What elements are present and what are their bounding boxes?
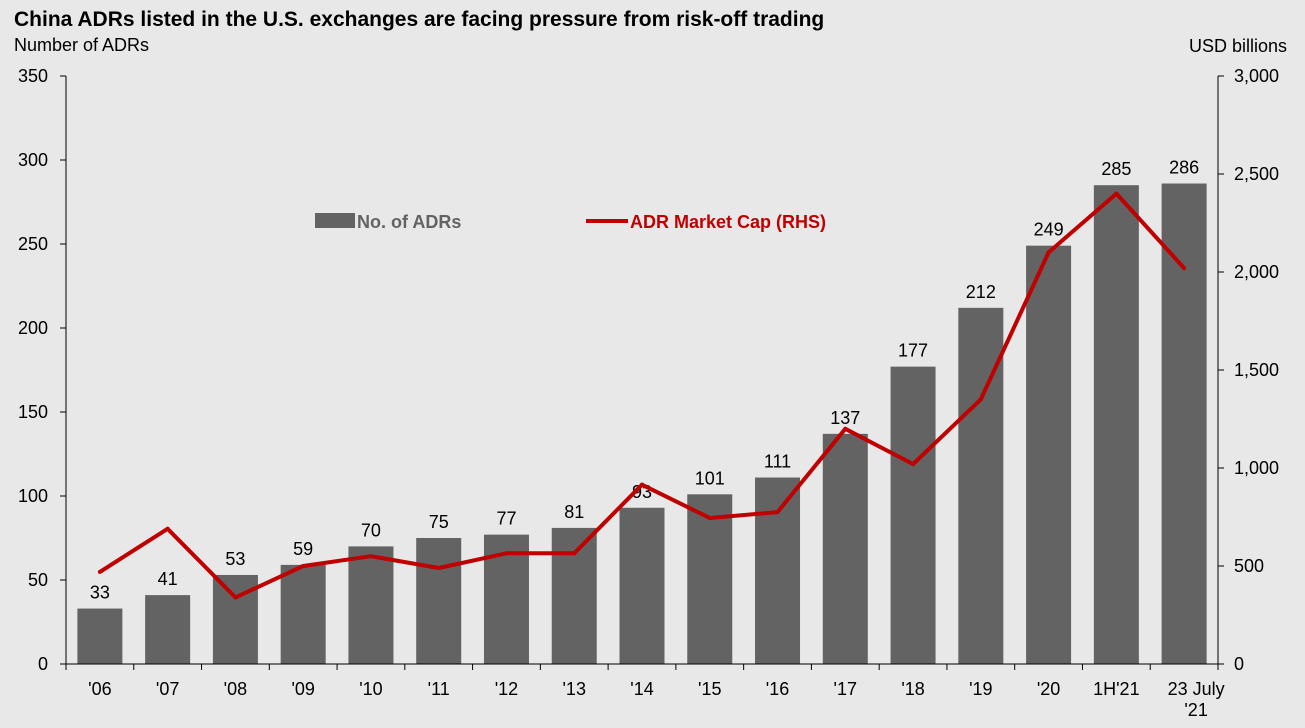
bar-value-label: 77: [496, 509, 516, 529]
bar-value-label: 81: [564, 502, 584, 522]
line-point: [640, 482, 644, 487]
bar-value-label: 75: [429, 512, 449, 532]
x-tick-label: '10: [359, 679, 382, 699]
line-series: [97, 191, 1187, 600]
bar-value-label: 101: [695, 468, 725, 488]
bar-value-label: 111: [764, 452, 791, 472]
bar: [1026, 245, 1072, 664]
bar-series: [77, 183, 1207, 664]
right-y-tick-label: 500: [1234, 556, 1264, 576]
axes: 0 50 100 150 200 250 300 350 0 500 1,000 1,500 2,000…: [18, 66, 1279, 720]
bar-value-label: 41: [158, 569, 178, 589]
right-axis-label: USD billions: [1188, 36, 1287, 56]
legend-bar-label: No. of ADRs: [357, 212, 461, 232]
line-point: [775, 510, 780, 515]
bar-value-label: 137: [830, 408, 860, 428]
left-y-tick-label: 200: [18, 318, 48, 338]
line-point: [978, 397, 983, 402]
right-y-tick-label: 0: [1234, 654, 1244, 674]
line-point: [1114, 191, 1119, 196]
x-tick-label: '19: [969, 679, 992, 699]
left-y-tick-label: 350: [18, 66, 48, 86]
bar-value-label: 285: [1101, 159, 1131, 179]
x-tick-label: '11: [428, 679, 450, 699]
x-tick-label: '15: [698, 679, 721, 699]
line-point: [572, 551, 577, 556]
left-y-tick-label: 50: [28, 570, 48, 590]
line-point: [233, 595, 238, 600]
x-tick-label: 1H'21: [1093, 679, 1139, 699]
bar-value-label: 59: [293, 539, 313, 559]
line-point: [911, 462, 916, 467]
bar: [145, 595, 191, 664]
left-y-tick-label: 300: [18, 150, 48, 170]
left-y-tick-label: 150: [18, 402, 48, 422]
x-tick-label: '12: [495, 679, 518, 699]
right-y-tick-label: 1,000: [1234, 458, 1279, 478]
right-y-tick-label: 2,500: [1234, 164, 1279, 184]
bar: [551, 527, 597, 664]
bar-value-label: 212: [966, 282, 996, 302]
bar: [1093, 185, 1139, 664]
x-tick-label: '08: [224, 679, 247, 699]
left-y-tick-label: 100: [18, 486, 48, 506]
bar-value-label: 249: [1034, 220, 1064, 240]
bar: [77, 608, 123, 664]
line-point: [843, 426, 848, 431]
bar: [755, 477, 801, 664]
x-tick-label: '14: [630, 679, 653, 699]
x-tick-label: '20: [1037, 679, 1060, 699]
right-y-tick-label: 2,000: [1234, 262, 1279, 282]
x-tick-label: '18: [901, 679, 924, 699]
bar-value-label: 70: [361, 520, 381, 540]
bar: [348, 546, 394, 664]
x-tick-label: '06: [88, 679, 111, 699]
legend-line-label: ADR Market Cap (RHS): [630, 212, 826, 232]
x-tick-label: '16: [766, 679, 789, 699]
line-point: [1046, 250, 1051, 255]
legend-bar-swatch: [315, 213, 355, 228]
bar-value-label: 33: [90, 583, 110, 603]
bar: [822, 433, 868, 664]
x-tick-label: '17: [834, 679, 857, 699]
line-point: [436, 565, 441, 570]
line-point: [1182, 266, 1187, 271]
right-y-tick-label: 1,500: [1234, 360, 1279, 380]
right-y-tick-label: 3,000: [1234, 66, 1279, 86]
line-point: [97, 569, 102, 574]
bar-value-label: 53: [225, 549, 245, 569]
x-tick-label: '07: [156, 679, 179, 699]
bar: [280, 564, 326, 664]
x-tick-label: 23 July '21: [1168, 679, 1225, 720]
chart-title: China ADRs listed in the U.S. exchanges …: [14, 8, 825, 31]
line-point: [707, 515, 712, 520]
bar-value-label: 286: [1169, 158, 1199, 178]
line-point: [504, 551, 509, 556]
bar: [687, 494, 733, 664]
bar: [890, 366, 936, 664]
line-point: [368, 554, 373, 559]
bar: [416, 538, 462, 664]
x-tick-label: '09: [291, 679, 314, 699]
line-point: [301, 564, 306, 568]
bar-value-label: 177: [898, 341, 928, 361]
left-y-tick-label: 250: [18, 234, 48, 254]
left-axis-label: Number of ADRs: [14, 35, 150, 55]
line-point: [165, 526, 170, 531]
legend: No. of ADRs ADR Market Cap (RHS): [315, 212, 826, 232]
x-tick-label: '13: [563, 679, 586, 699]
bar: [619, 507, 665, 664]
left-y-tick-label: 0: [38, 654, 48, 674]
bar: [1161, 183, 1207, 664]
